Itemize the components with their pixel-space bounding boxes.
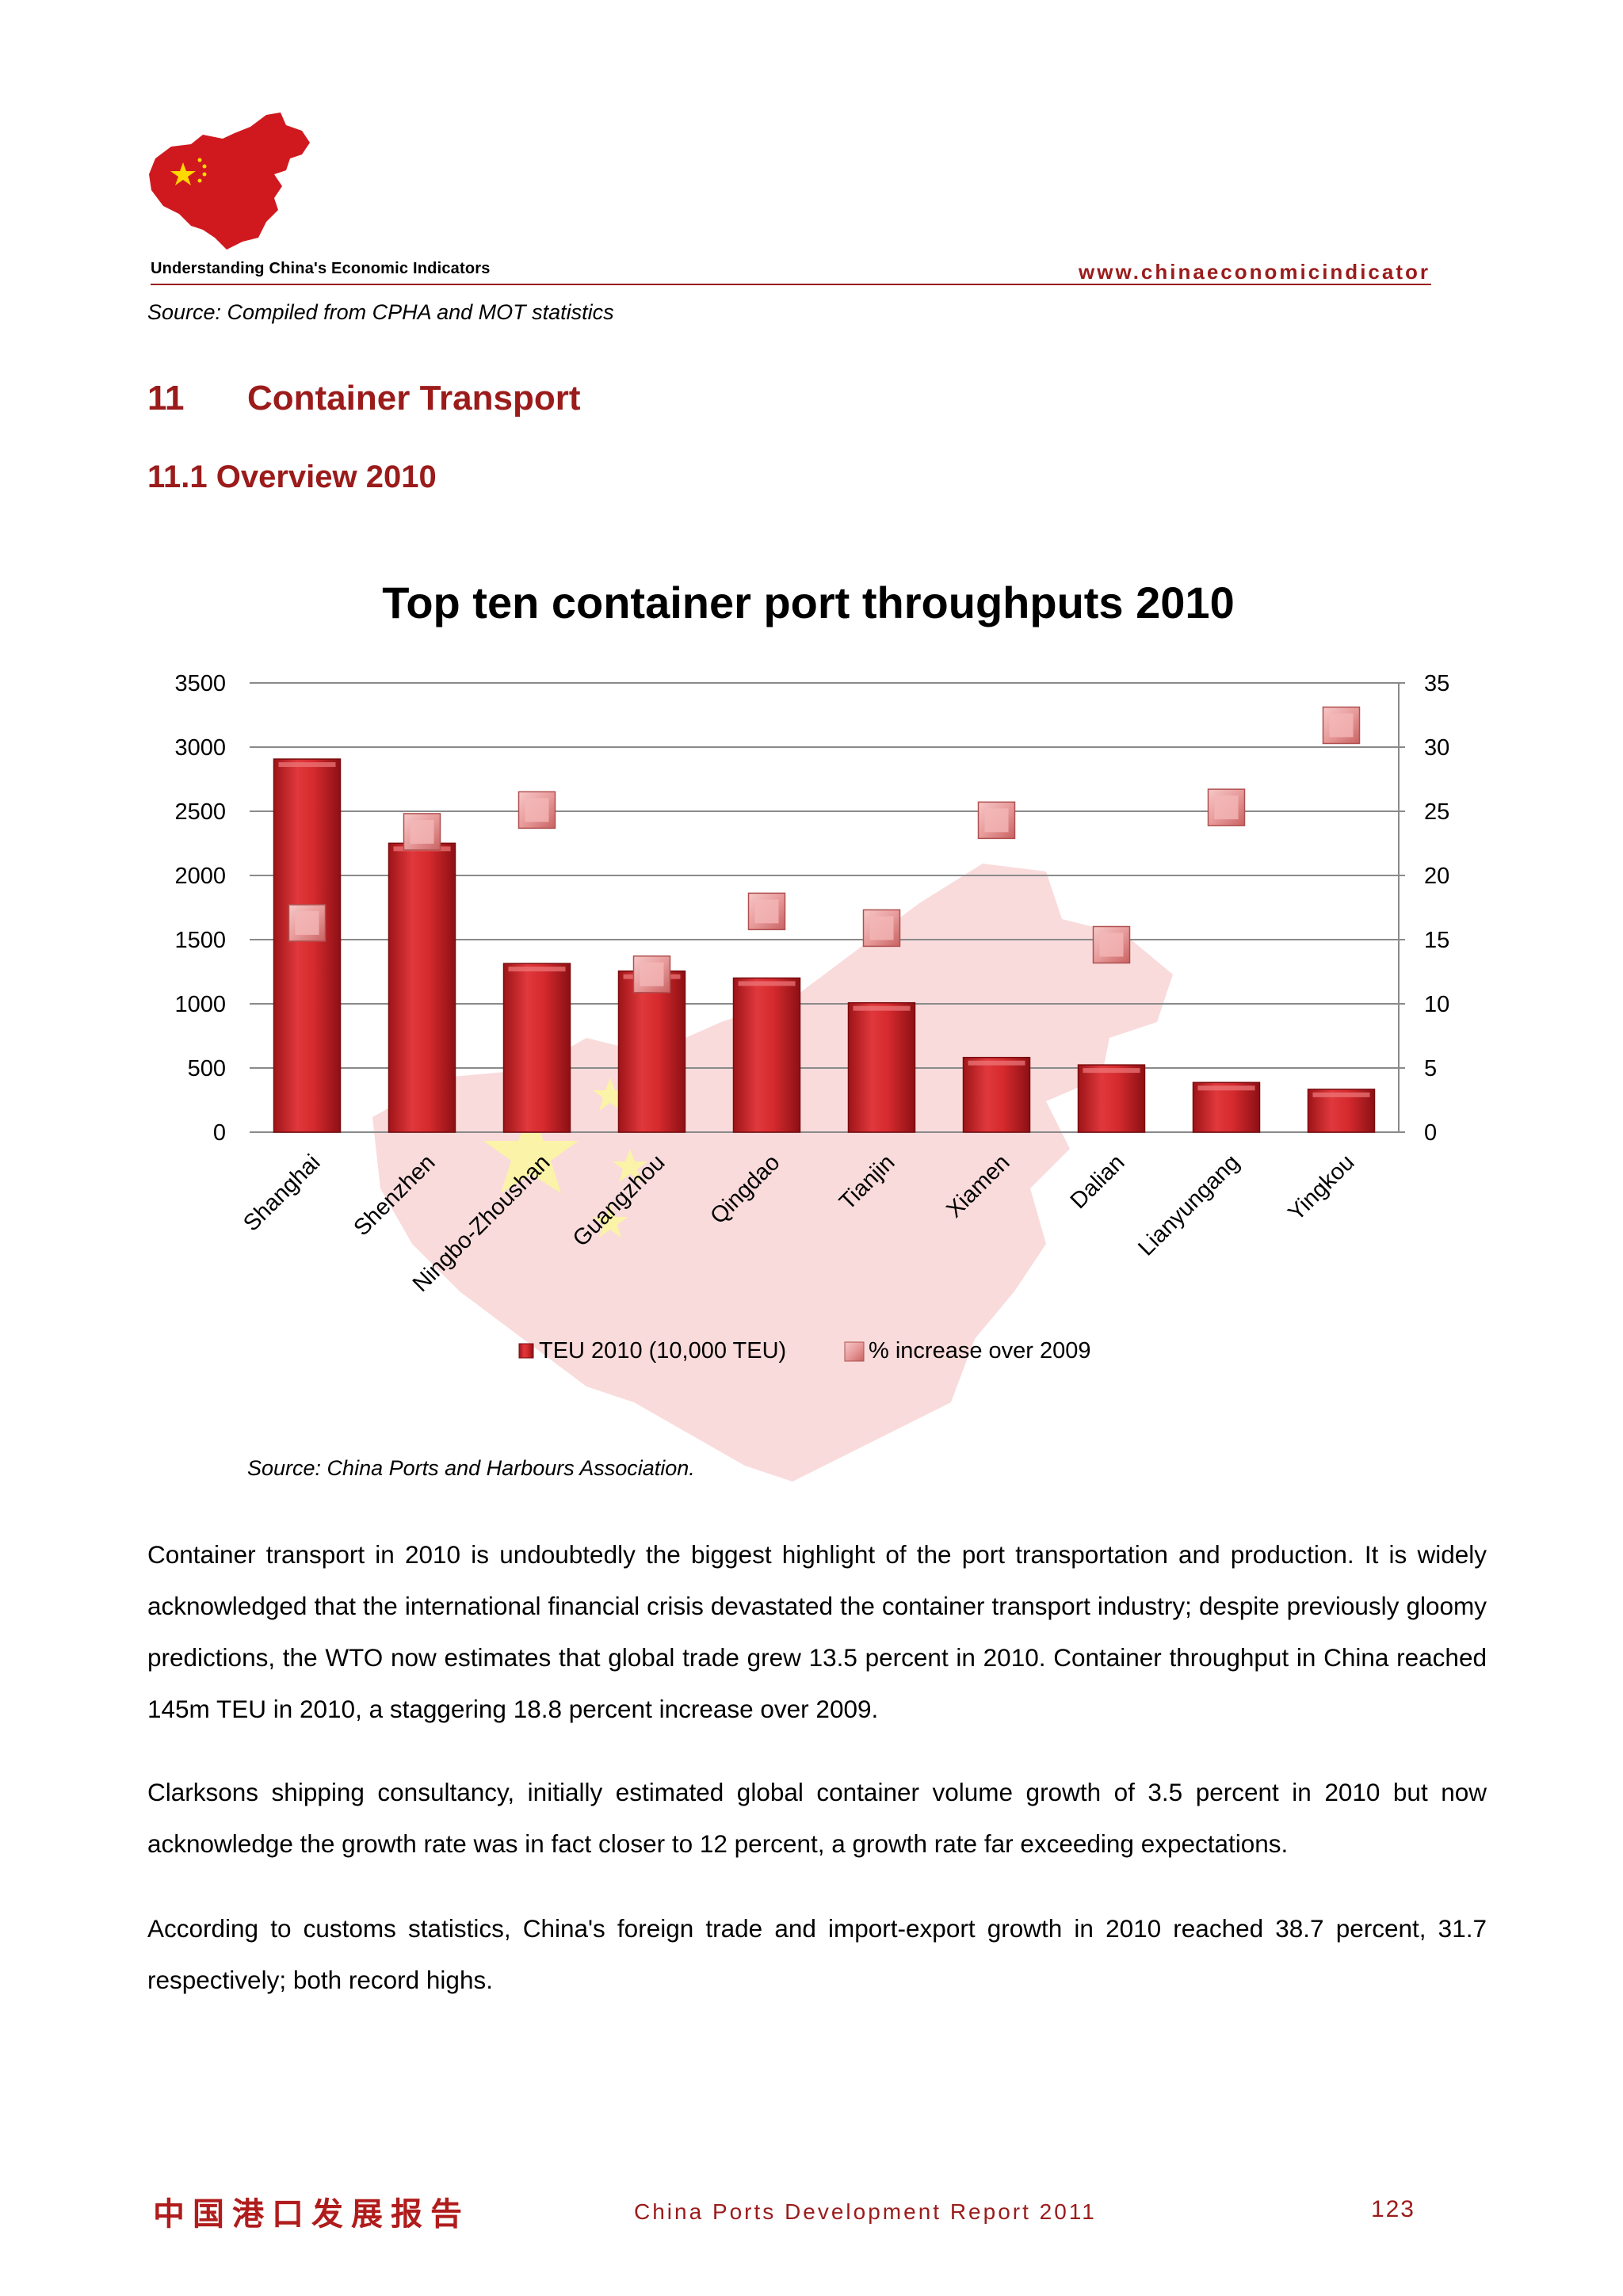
chart-title: Top ten container port throughputs 2010 — [382, 578, 1234, 627]
svg-text:% increase over 2009: % increase over 2009 — [869, 1338, 1091, 1363]
background-china-map — [372, 864, 1173, 1482]
y-left-tick-label: 3500 — [174, 671, 226, 696]
marker-lianyungang — [1207, 788, 1246, 826]
chart-source-note: Source: China Ports and Harbours Associa… — [247, 1456, 695, 1480]
bar-yingkou — [1307, 1089, 1376, 1133]
paragraph-1: Container transport in 2010 is undoubted… — [147, 1540, 1487, 1723]
legend-item-teu: TEU 2010 (10,000 TEU) — [518, 1338, 786, 1363]
header-url[interactable]: www.chinaeconomicindicator — [1079, 260, 1430, 284]
y-left-tick-label: 500 — [188, 1056, 226, 1081]
marker-shenzhen — [403, 813, 441, 851]
x-tick-label: Shenzhen — [349, 1150, 440, 1241]
y-right-tick-label: 30 — [1424, 735, 1449, 761]
source-note-top: Source: Compiled from CPHA and MOT stati… — [147, 300, 614, 324]
marker-ningbo-zhoushan — [517, 791, 556, 830]
x-tick-label: Guangzhou — [568, 1150, 670, 1252]
y-right-tick-label: 35 — [1424, 671, 1449, 696]
y-left-tick-label: 1000 — [174, 992, 226, 1017]
y-left-tick-label: 3000 — [174, 735, 226, 761]
y-right-tick-label: 5 — [1424, 1056, 1437, 1081]
marker-tianjin — [862, 909, 901, 948]
bar-lianyungang — [1192, 1081, 1261, 1133]
x-tick-label: Tianjin — [834, 1150, 899, 1215]
section-number: 11 — [147, 379, 185, 418]
y-right-tick-label: 25 — [1424, 799, 1449, 825]
y-right-tick-label: 0 — [1424, 1120, 1437, 1146]
y-right-tick-label: 15 — [1424, 928, 1449, 953]
y-right-tick-label: 10 — [1424, 992, 1449, 1017]
paragraph-3: According to customs statistics, China's… — [147, 1914, 1487, 1994]
marker-yingkou — [1322, 706, 1361, 745]
svg-text:TEU 2010 (10,000 TEU): TEU 2010 (10,000 TEU) — [539, 1338, 786, 1363]
y-left-tick-label: 2000 — [174, 864, 226, 889]
footer-report-title: China Ports Development Report 2011 — [634, 2199, 1097, 2224]
x-tick-label: Lianyungang — [1133, 1150, 1244, 1261]
bar-shenzhen — [388, 842, 456, 1133]
bar-qingdao — [732, 977, 801, 1133]
y-left-tick-label: 0 — [213, 1120, 226, 1146]
paragraph-2: Clarksons shipping consultancy, initiall… — [147, 1778, 1487, 1858]
marker-qingdao — [747, 892, 786, 931]
header-rule — [151, 284, 1431, 285]
x-tick-label: Xiamen — [941, 1150, 1014, 1222]
x-tick-label: Shanghai — [239, 1150, 325, 1236]
china-map-flag-icon — [149, 113, 310, 250]
bar-guangzhou — [617, 970, 686, 1133]
marker-guangzhou — [632, 955, 671, 994]
subsection-title: 11.1 Overview 2010 — [147, 460, 437, 494]
footer-chinese-title: 中国港口发展报告 — [153, 2195, 470, 2233]
marker-shanghai — [288, 904, 327, 942]
x-tick-label: Qingdao — [705, 1150, 785, 1229]
bar-tianjin — [847, 1001, 916, 1133]
x-tick-label: Yingkou — [1283, 1150, 1359, 1226]
container-throughput-chart: Top ten container port throughputs 2010 … — [174, 578, 1449, 1363]
y-left-tick-label: 2500 — [174, 799, 226, 825]
bar-xiamen — [962, 1056, 1031, 1133]
bar-dalian — [1077, 1064, 1146, 1133]
legend-item-pct: % increase over 2009 — [844, 1338, 1091, 1363]
y-left-tick-label: 1500 — [174, 928, 226, 953]
page-number: 123 — [1370, 2196, 1415, 2222]
x-tick-label: Dalian — [1066, 1150, 1130, 1214]
y-right-tick-label: 20 — [1424, 864, 1449, 889]
marker-dalian — [1092, 925, 1131, 964]
marker-xiamen — [977, 801, 1016, 840]
bar-ningbo-zhoushan — [502, 963, 571, 1133]
header-brand: Understanding China's Economic Indicator… — [151, 260, 491, 277]
section-title: Container Transport — [247, 379, 581, 418]
bar-shanghai — [273, 758, 342, 1133]
